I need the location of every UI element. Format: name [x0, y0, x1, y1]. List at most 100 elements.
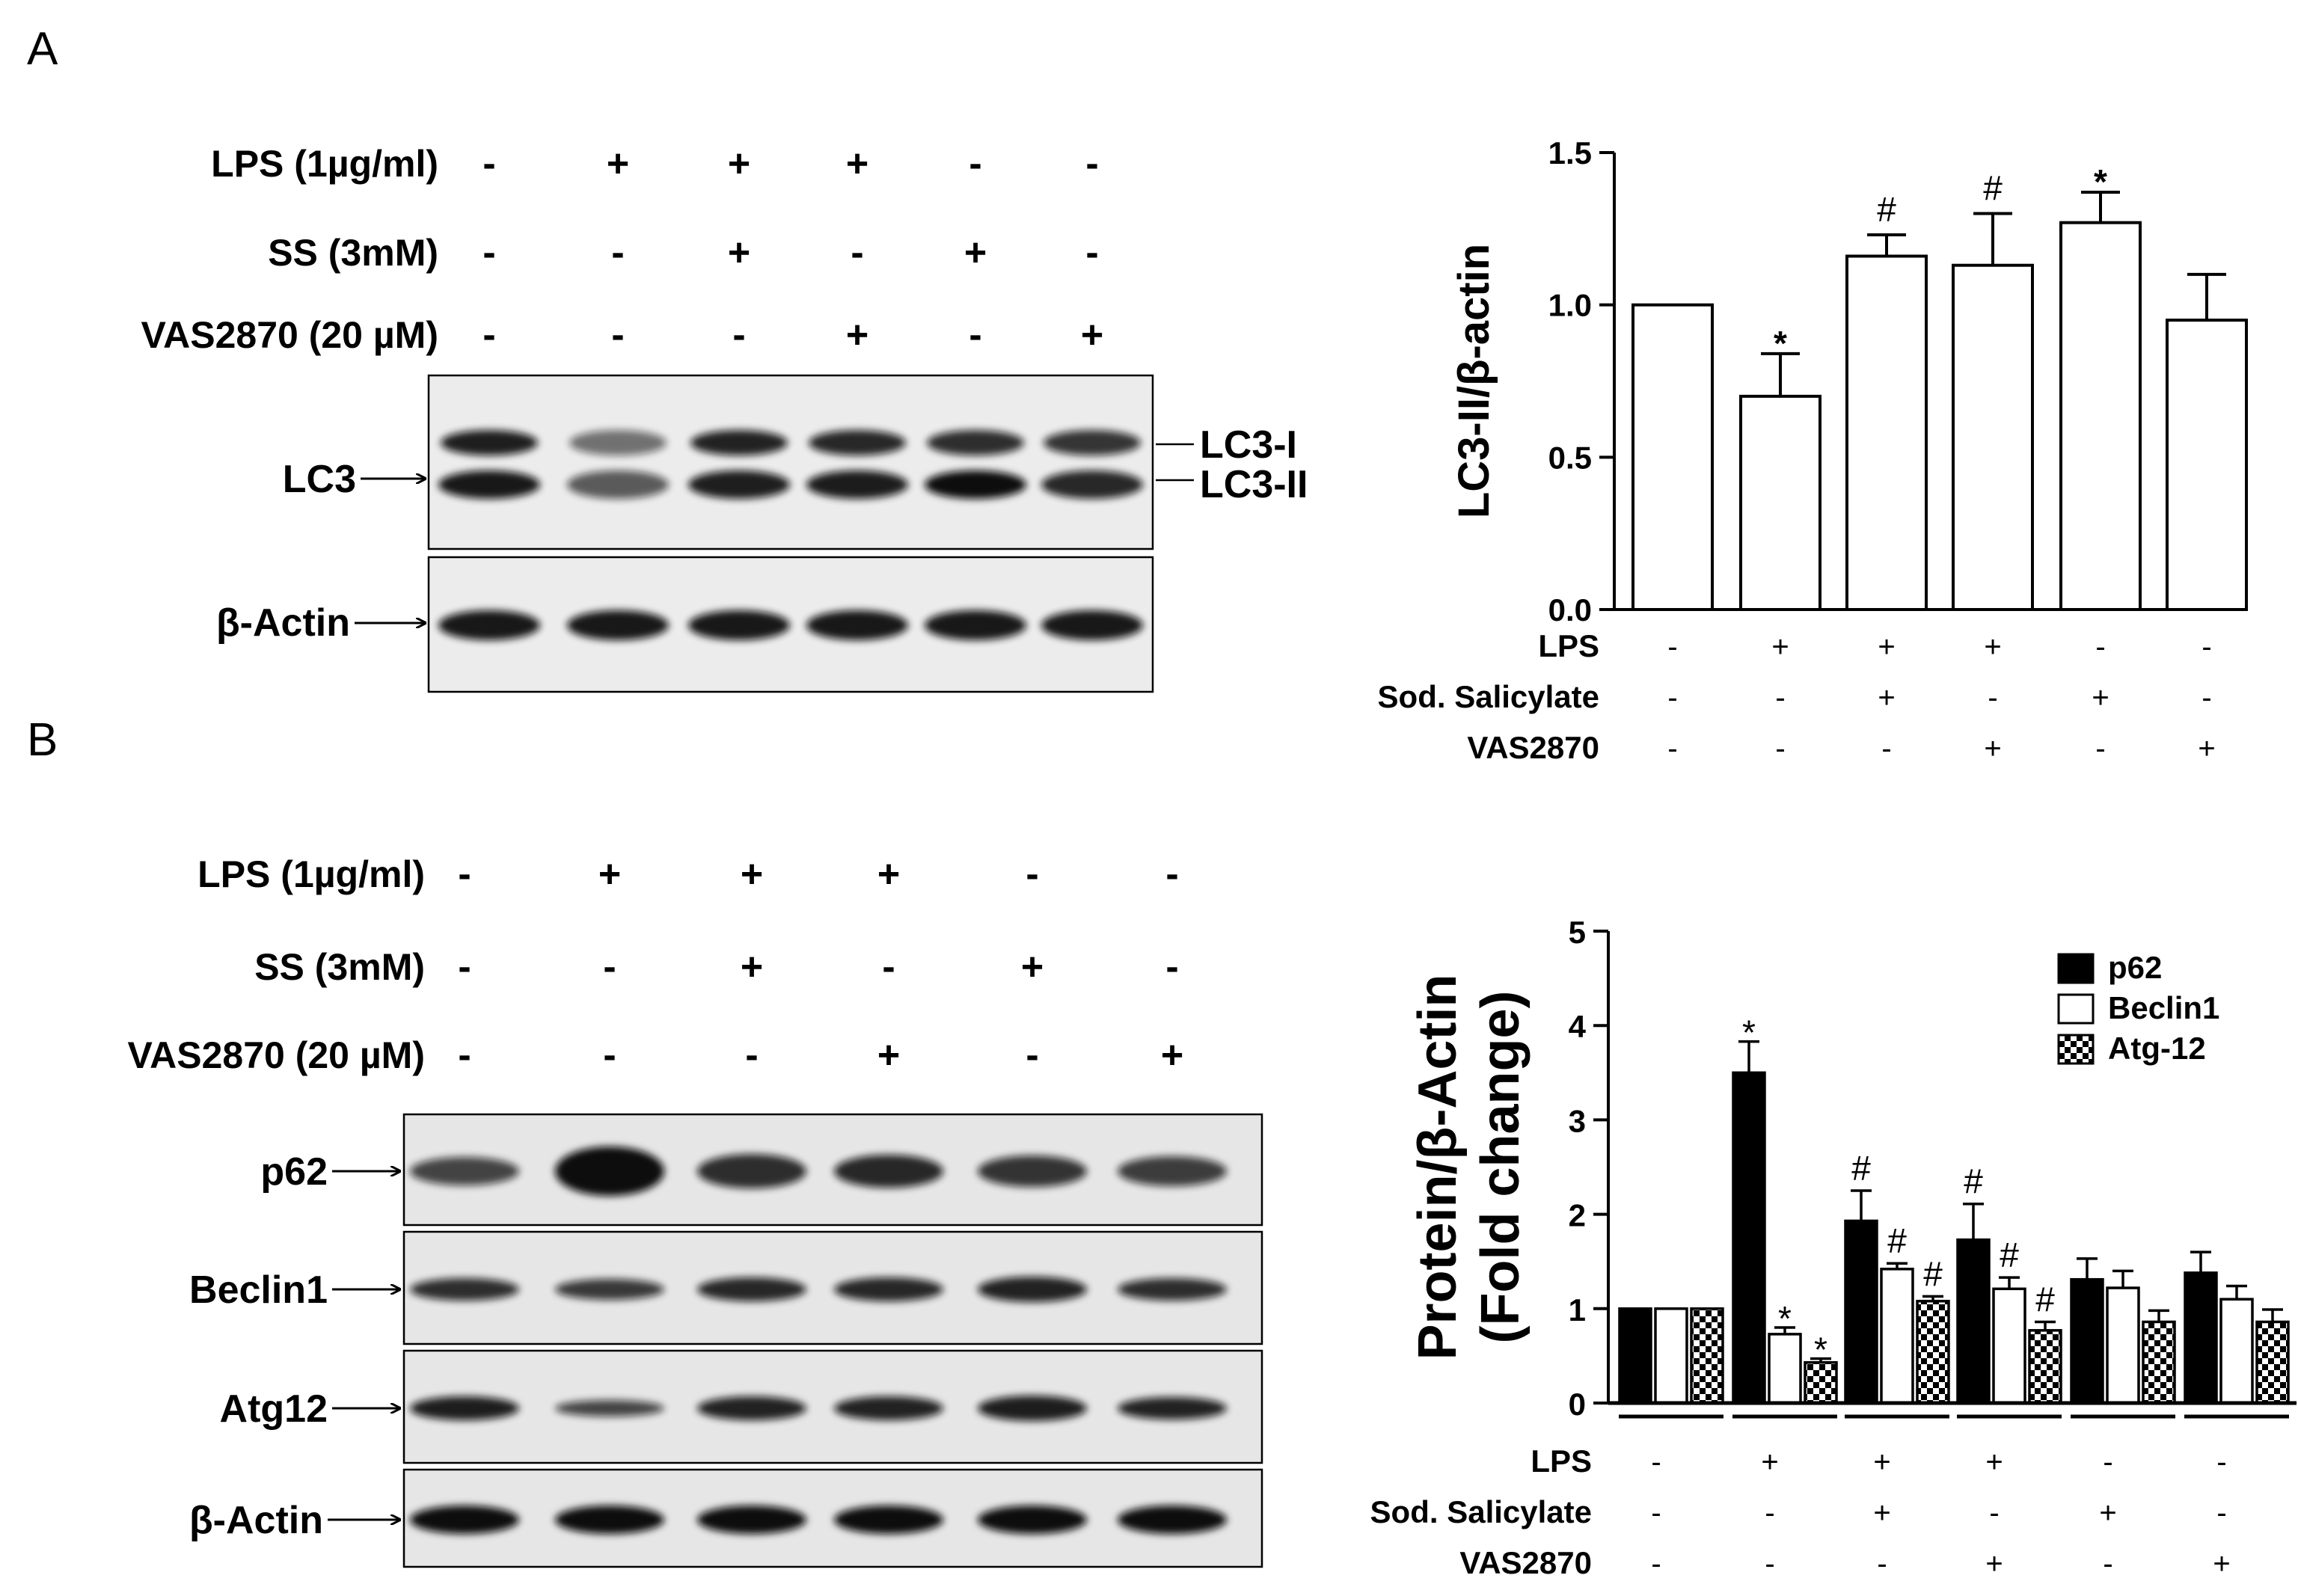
band-atg12 [1118, 1397, 1227, 1419]
chart-b-bar-atg-12 [2028, 1329, 2062, 1405]
chart-a-condition-sign: + [1984, 732, 2001, 765]
chart-a-condition-sign: - [2202, 681, 2211, 714]
panel-a-actin-blot [427, 556, 1154, 693]
chart-b-y-tick-label: 0 [1569, 1387, 1586, 1422]
panel-b-treatment-sign: + [877, 1034, 900, 1077]
chart-b-condition-sign: + [1985, 1547, 2003, 1580]
chart-b-condition-sign: - [1877, 1547, 1887, 1580]
chart-a-bar [1739, 394, 1821, 611]
lc3-i-band [927, 430, 1024, 455]
chart-a-condition-sign: - [1667, 681, 1677, 714]
lc3-ii-band [567, 470, 669, 499]
chart-b-bar-p62 [1732, 1071, 1766, 1405]
chart-b-condition-sign: + [1873, 1497, 1890, 1529]
chart-b-annotation: * [1814, 1330, 1827, 1369]
panel-b-treatment-sign: - [603, 945, 616, 989]
panel-b-treatment-sign: - [458, 853, 471, 896]
band-beclin1 [978, 1277, 1087, 1302]
lc3-ii-band [688, 470, 790, 499]
panel-b-treatment-label: VAS2870 (20 µM) [128, 1034, 426, 1076]
chart-b-condition-sign: + [1873, 1446, 1890, 1479]
chart-b-condition-sign: + [1761, 1446, 1778, 1479]
panel-b-treatment-sign: - [1026, 1034, 1038, 1077]
panel-a-treatment-label: VAS2870 (20 µM) [141, 314, 439, 356]
chart-a-annotation: * [1774, 324, 1787, 363]
chart-b-y-label-line1: Protein/β-Actin [1408, 975, 1468, 1360]
chart-b-annotation: * [1778, 1299, 1792, 1338]
chart-a-condition-label: Sod. Salicylate [1378, 679, 1599, 714]
chart-b-condition-sign: - [2103, 1547, 2112, 1580]
lc3-i-band [441, 430, 538, 455]
band-p62 [555, 1147, 664, 1196]
chart-a-annotation: # [1983, 168, 2003, 207]
chart-a-annotation: # [1877, 190, 1896, 229]
actin-band [806, 610, 908, 640]
chart-a-bar [1952, 263, 2034, 611]
chart-a-y-label: LC3-II/β-actin [1450, 244, 1498, 518]
band-atg12 [697, 1396, 806, 1420]
panel-a-treatment-sign: - [732, 313, 745, 357]
actin-band [438, 610, 540, 640]
chart-b-bar-beclin1 [1654, 1307, 1688, 1405]
chart-b-annotation: # [1887, 1221, 1907, 1260]
chart-a-condition-label: LPS [1538, 628, 1599, 663]
chart-a-bar [2166, 319, 2248, 611]
panel-a-treatment-label: LPS (1µg/ml) [211, 143, 438, 185]
chart-a-bar [1845, 254, 1928, 611]
band-atg12 [834, 1396, 943, 1420]
panel-b-treatment-sign: - [458, 945, 471, 989]
chart-b-bar-atg-12 [1690, 1307, 1724, 1405]
panel-a-lc3-blot [427, 374, 1154, 550]
chart-b-bar-beclin1 [1880, 1268, 1914, 1405]
chart-a-condition-sign: - [1667, 630, 1677, 663]
panel-a-treatment-sign: + [964, 231, 987, 274]
band-atg12 [555, 1400, 664, 1417]
panel-a-treatment-sign: + [1081, 313, 1103, 357]
chart-a-y-tick-label: 0.5 [1548, 440, 1592, 475]
chart-b-condition-sign: + [1985, 1446, 2003, 1479]
panel-a-treatment-sign: - [969, 313, 981, 357]
chart-b-condition-sign: + [2213, 1547, 2230, 1580]
chart-b-y-tick-label: 1 [1569, 1292, 1586, 1328]
chart-b-condition-sign: - [1989, 1497, 1999, 1529]
panel-b-treatment-sign: - [603, 1034, 616, 1077]
chart-b-y-tick-label: 5 [1569, 915, 1586, 950]
legend-swatch-beclin1 [2057, 993, 2095, 1025]
panel-a-treatment-label: SS (3mM) [268, 232, 438, 274]
chart-a-y-tick-label: 1.0 [1548, 288, 1592, 323]
chart-a-condition-sign: - [1988, 681, 1997, 714]
band-p62 [697, 1154, 806, 1188]
blot-beclin1: Beclin1 [189, 1230, 1263, 1345]
panel-a-treatment-table: LPS (1µg/ml) - + + + - - SS (3mM) - - + - + - VAS2870 … [141, 142, 1104, 357]
panel-b-treatment-sign: + [877, 853, 900, 896]
chart-b-annotation: # [1964, 1162, 1983, 1201]
panel-a-treatment-sign: + [846, 142, 868, 185]
panel-a-treatment-sign: + [728, 231, 750, 274]
chart-b-bar-p62 [1956, 1238, 1991, 1405]
chart-b-bar-beclin1 [2106, 1286, 2140, 1405]
panel-a-treatment-sign: + [607, 142, 629, 185]
actin-band [688, 610, 790, 640]
chart-a-annotation: * [2094, 162, 2107, 201]
lc3-i-label: LC3-I [1200, 423, 1297, 467]
panel-a-treatment-sign: + [728, 142, 750, 185]
chart-b-bar-atg-12 [2142, 1320, 2176, 1405]
chart-b-condition-label: Sod. Salicylate [1370, 1494, 1592, 1529]
chart-b-y-label-line2: (Fold change) [1471, 991, 1531, 1344]
chart-a-condition-sign: - [1881, 732, 1891, 765]
chart-b-bar-atg-12 [2255, 1320, 2290, 1405]
band-actin [555, 1506, 664, 1534]
chart-a-condition-sign: + [1878, 630, 1895, 663]
actin-band [567, 610, 669, 640]
band-actin [978, 1506, 1087, 1534]
chart-b-bar-atg-12 [1804, 1360, 1838, 1405]
chart-a-y-tick-label: 1.5 [1548, 135, 1592, 171]
chart-b-annotation: # [1851, 1149, 1871, 1188]
panel-a-treatment-sign: - [851, 231, 863, 274]
actin-band [1041, 610, 1143, 640]
chart-b-annotation: # [2000, 1236, 2019, 1274]
chart-b-condition-sign: - [1765, 1497, 1774, 1529]
panel-b-treatment-sign: + [1021, 945, 1044, 989]
lc3-i-band [569, 430, 667, 455]
chart-b-condition-sign: - [1765, 1547, 1774, 1580]
